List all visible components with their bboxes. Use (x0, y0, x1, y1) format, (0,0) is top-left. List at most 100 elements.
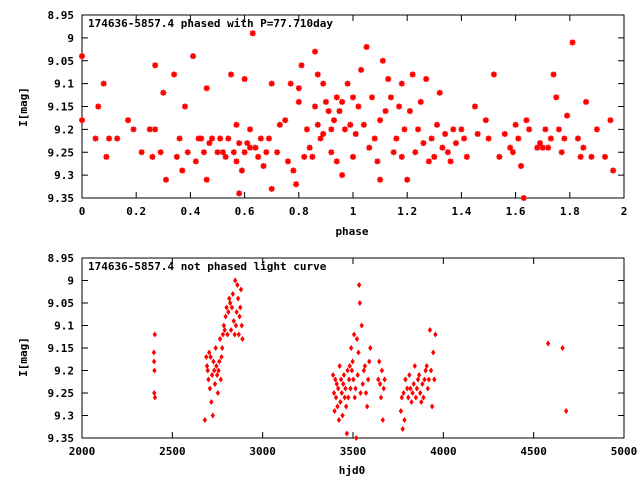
data-point (320, 130, 327, 137)
x-tick-label: 4500 (520, 445, 547, 458)
data-point (354, 434, 359, 442)
data-point (206, 376, 211, 383)
data-point (424, 362, 429, 370)
data-point (602, 153, 609, 160)
data-point (433, 331, 438, 338)
data-point (95, 103, 102, 110)
y-tick-label: 9.25 (48, 146, 75, 159)
data-point (536, 140, 543, 147)
data-point (444, 149, 451, 156)
plot-title: 174636-5857.4 not phased light curve (88, 260, 327, 273)
data-point (163, 176, 170, 183)
data-point (255, 153, 262, 160)
data-point (526, 126, 533, 133)
data-point (152, 62, 159, 69)
x-tick-label: 1.2 (397, 205, 417, 218)
data-point (223, 313, 228, 320)
x-tick-label: 3000 (249, 445, 276, 458)
data-point (309, 153, 316, 160)
data-point (402, 416, 407, 424)
y-tick-label: 9.05 (48, 55, 75, 68)
data-point (607, 117, 614, 124)
data-point (295, 85, 302, 92)
unphased-light-curve-panel: I[mag] hjd0 174636-5857.4 not phased lig… (17, 252, 637, 477)
x-tick-label: 3500 (340, 445, 367, 458)
data-point (390, 149, 397, 156)
data-point (160, 89, 167, 96)
data-point (138, 149, 145, 156)
data-point (227, 295, 232, 302)
data-point (209, 371, 215, 379)
data-point (349, 367, 355, 374)
data-point (580, 144, 587, 151)
data-point (461, 135, 468, 142)
data-point (233, 322, 239, 329)
data-point (268, 80, 275, 87)
data-point (234, 308, 239, 316)
data-point (379, 367, 385, 374)
data-point (412, 149, 419, 156)
data-point (560, 344, 565, 352)
y-tick-label: 9 (67, 275, 74, 288)
data-point (561, 135, 568, 142)
y-tick-label: 9.3 (54, 410, 74, 423)
data-point (208, 353, 213, 361)
data-point (539, 144, 546, 151)
data-point (471, 103, 478, 110)
data-point (474, 130, 481, 137)
data-point (360, 121, 367, 128)
data-point (149, 153, 156, 160)
x-tick-label: 5000 (611, 445, 638, 458)
data-point (209, 398, 214, 406)
data-point (353, 385, 358, 392)
data-point (452, 140, 459, 147)
data-point (398, 407, 404, 415)
data-point (354, 335, 360, 343)
data-point (215, 389, 221, 397)
data-point (350, 94, 356, 101)
data-point (401, 126, 408, 133)
data-point (485, 135, 492, 142)
y-tick-label: 9.25 (48, 387, 75, 400)
data-point (200, 149, 207, 156)
data-point (336, 416, 342, 424)
data-point (340, 412, 345, 419)
data-point (190, 53, 197, 60)
data-point (263, 149, 270, 156)
data-point (542, 126, 549, 133)
data-point (400, 425, 405, 433)
data-point (287, 80, 294, 87)
x-tick-label: 2000 (69, 445, 96, 458)
data-point (146, 126, 153, 133)
x-tick-label: 0.4 (180, 205, 200, 218)
data-point (436, 89, 443, 96)
data-point (515, 135, 522, 142)
data-point (350, 153, 356, 160)
data-point (207, 349, 212, 356)
data-point (352, 130, 359, 137)
data-point (377, 117, 384, 124)
data-point (214, 371, 220, 379)
data-point (411, 380, 416, 388)
y-tick-label: 9.1 (54, 320, 74, 333)
data-point (496, 153, 503, 160)
data-point (342, 394, 347, 401)
plot-title: 174636-5857.4 phased with P=77.710day (88, 17, 333, 30)
data-point (358, 389, 363, 397)
phased-light-curve-panel: I[mag] phase 174636-5857.4 phased with P… (17, 9, 627, 238)
data-point (306, 144, 313, 151)
data-point (368, 344, 373, 352)
data-point (413, 394, 419, 401)
data-point (512, 121, 519, 128)
data-point (385, 76, 392, 83)
data-point (431, 153, 438, 160)
data-point (328, 149, 335, 156)
data-point (577, 153, 584, 160)
data-point (376, 376, 381, 383)
data-point (380, 416, 385, 424)
data-point (331, 117, 338, 124)
data-point (401, 389, 406, 397)
data-point (360, 380, 365, 388)
data-point (247, 126, 254, 133)
data-point (214, 149, 221, 156)
